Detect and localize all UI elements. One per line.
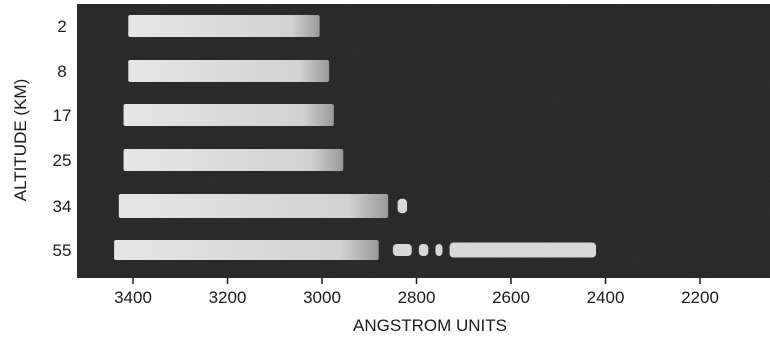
band-altitude-34 xyxy=(118,194,389,218)
x-tick-label: 2600 xyxy=(492,288,530,307)
y-tick-label: 8 xyxy=(57,62,66,81)
band-fragment-55-1 xyxy=(392,244,412,256)
x-axis-label: ANGSTROM UNITS xyxy=(353,316,507,335)
band-altitude-8 xyxy=(128,60,330,82)
spectrum-plate xyxy=(77,4,770,278)
y-axis-label: ALTITUDE (KM) xyxy=(11,79,30,201)
spectrum-bands xyxy=(114,15,597,260)
y-tick-label: 55 xyxy=(53,241,72,260)
x-tick-label: 3200 xyxy=(209,288,247,307)
x-tick-label: 3000 xyxy=(303,288,341,307)
band-fragment-55-3 xyxy=(435,244,443,256)
band-altitude-55 xyxy=(114,240,379,260)
band-fragment-34-1 xyxy=(397,198,408,214)
x-tick-label: 2200 xyxy=(681,288,719,307)
y-tick-label: 17 xyxy=(53,106,72,125)
band-altitude-25 xyxy=(123,149,344,171)
band-fragment-55-2 xyxy=(418,244,429,256)
x-tick-labels: 3400 3200 3000 2800 2600 2400 2200 xyxy=(114,278,719,307)
band-altitude-2 xyxy=(128,15,320,37)
x-tick-label: 2800 xyxy=(398,288,436,307)
y-tick-label: 25 xyxy=(53,151,72,170)
y-tick-label: 2 xyxy=(57,17,66,36)
x-tick-label: 2400 xyxy=(587,288,625,307)
y-tick-label: 34 xyxy=(53,197,72,216)
x-tick-label: 3400 xyxy=(114,288,152,307)
y-tick-labels: 2 8 17 25 34 55 xyxy=(53,17,72,260)
band-altitude-17 xyxy=(123,104,334,126)
band-fragment-55-4 xyxy=(449,242,597,258)
